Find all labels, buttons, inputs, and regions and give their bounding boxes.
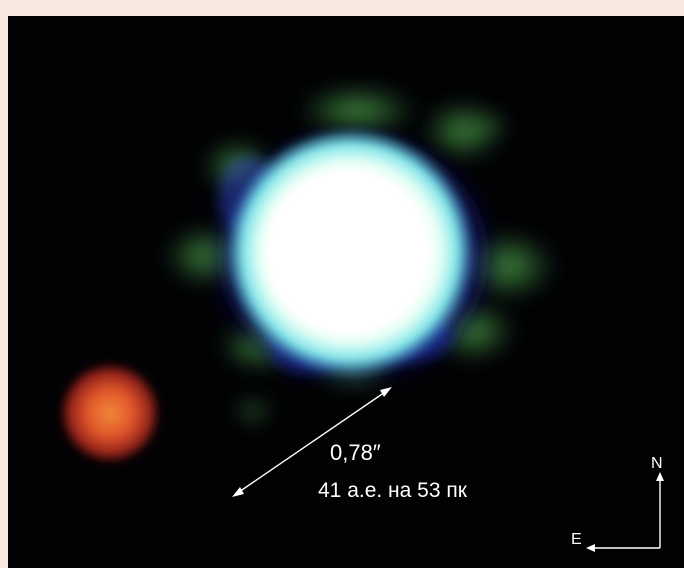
distance-label: 41 а.е. на 53 пк [318,479,467,502]
separation-label: 0,78″ [330,440,381,465]
sky-field [58,85,664,552]
north-arrow-icon [656,472,664,481]
compass-north-label: N [651,455,663,472]
companion-object [58,361,162,465]
compass-east-label: E [571,531,582,548]
astronomical-image: 0,78″ 41 а.е. на 53 пк N E [8,16,684,568]
separation-arrow [232,387,392,497]
compass [586,472,664,552]
host-star [225,127,475,377]
east-arrow-icon [586,544,595,552]
